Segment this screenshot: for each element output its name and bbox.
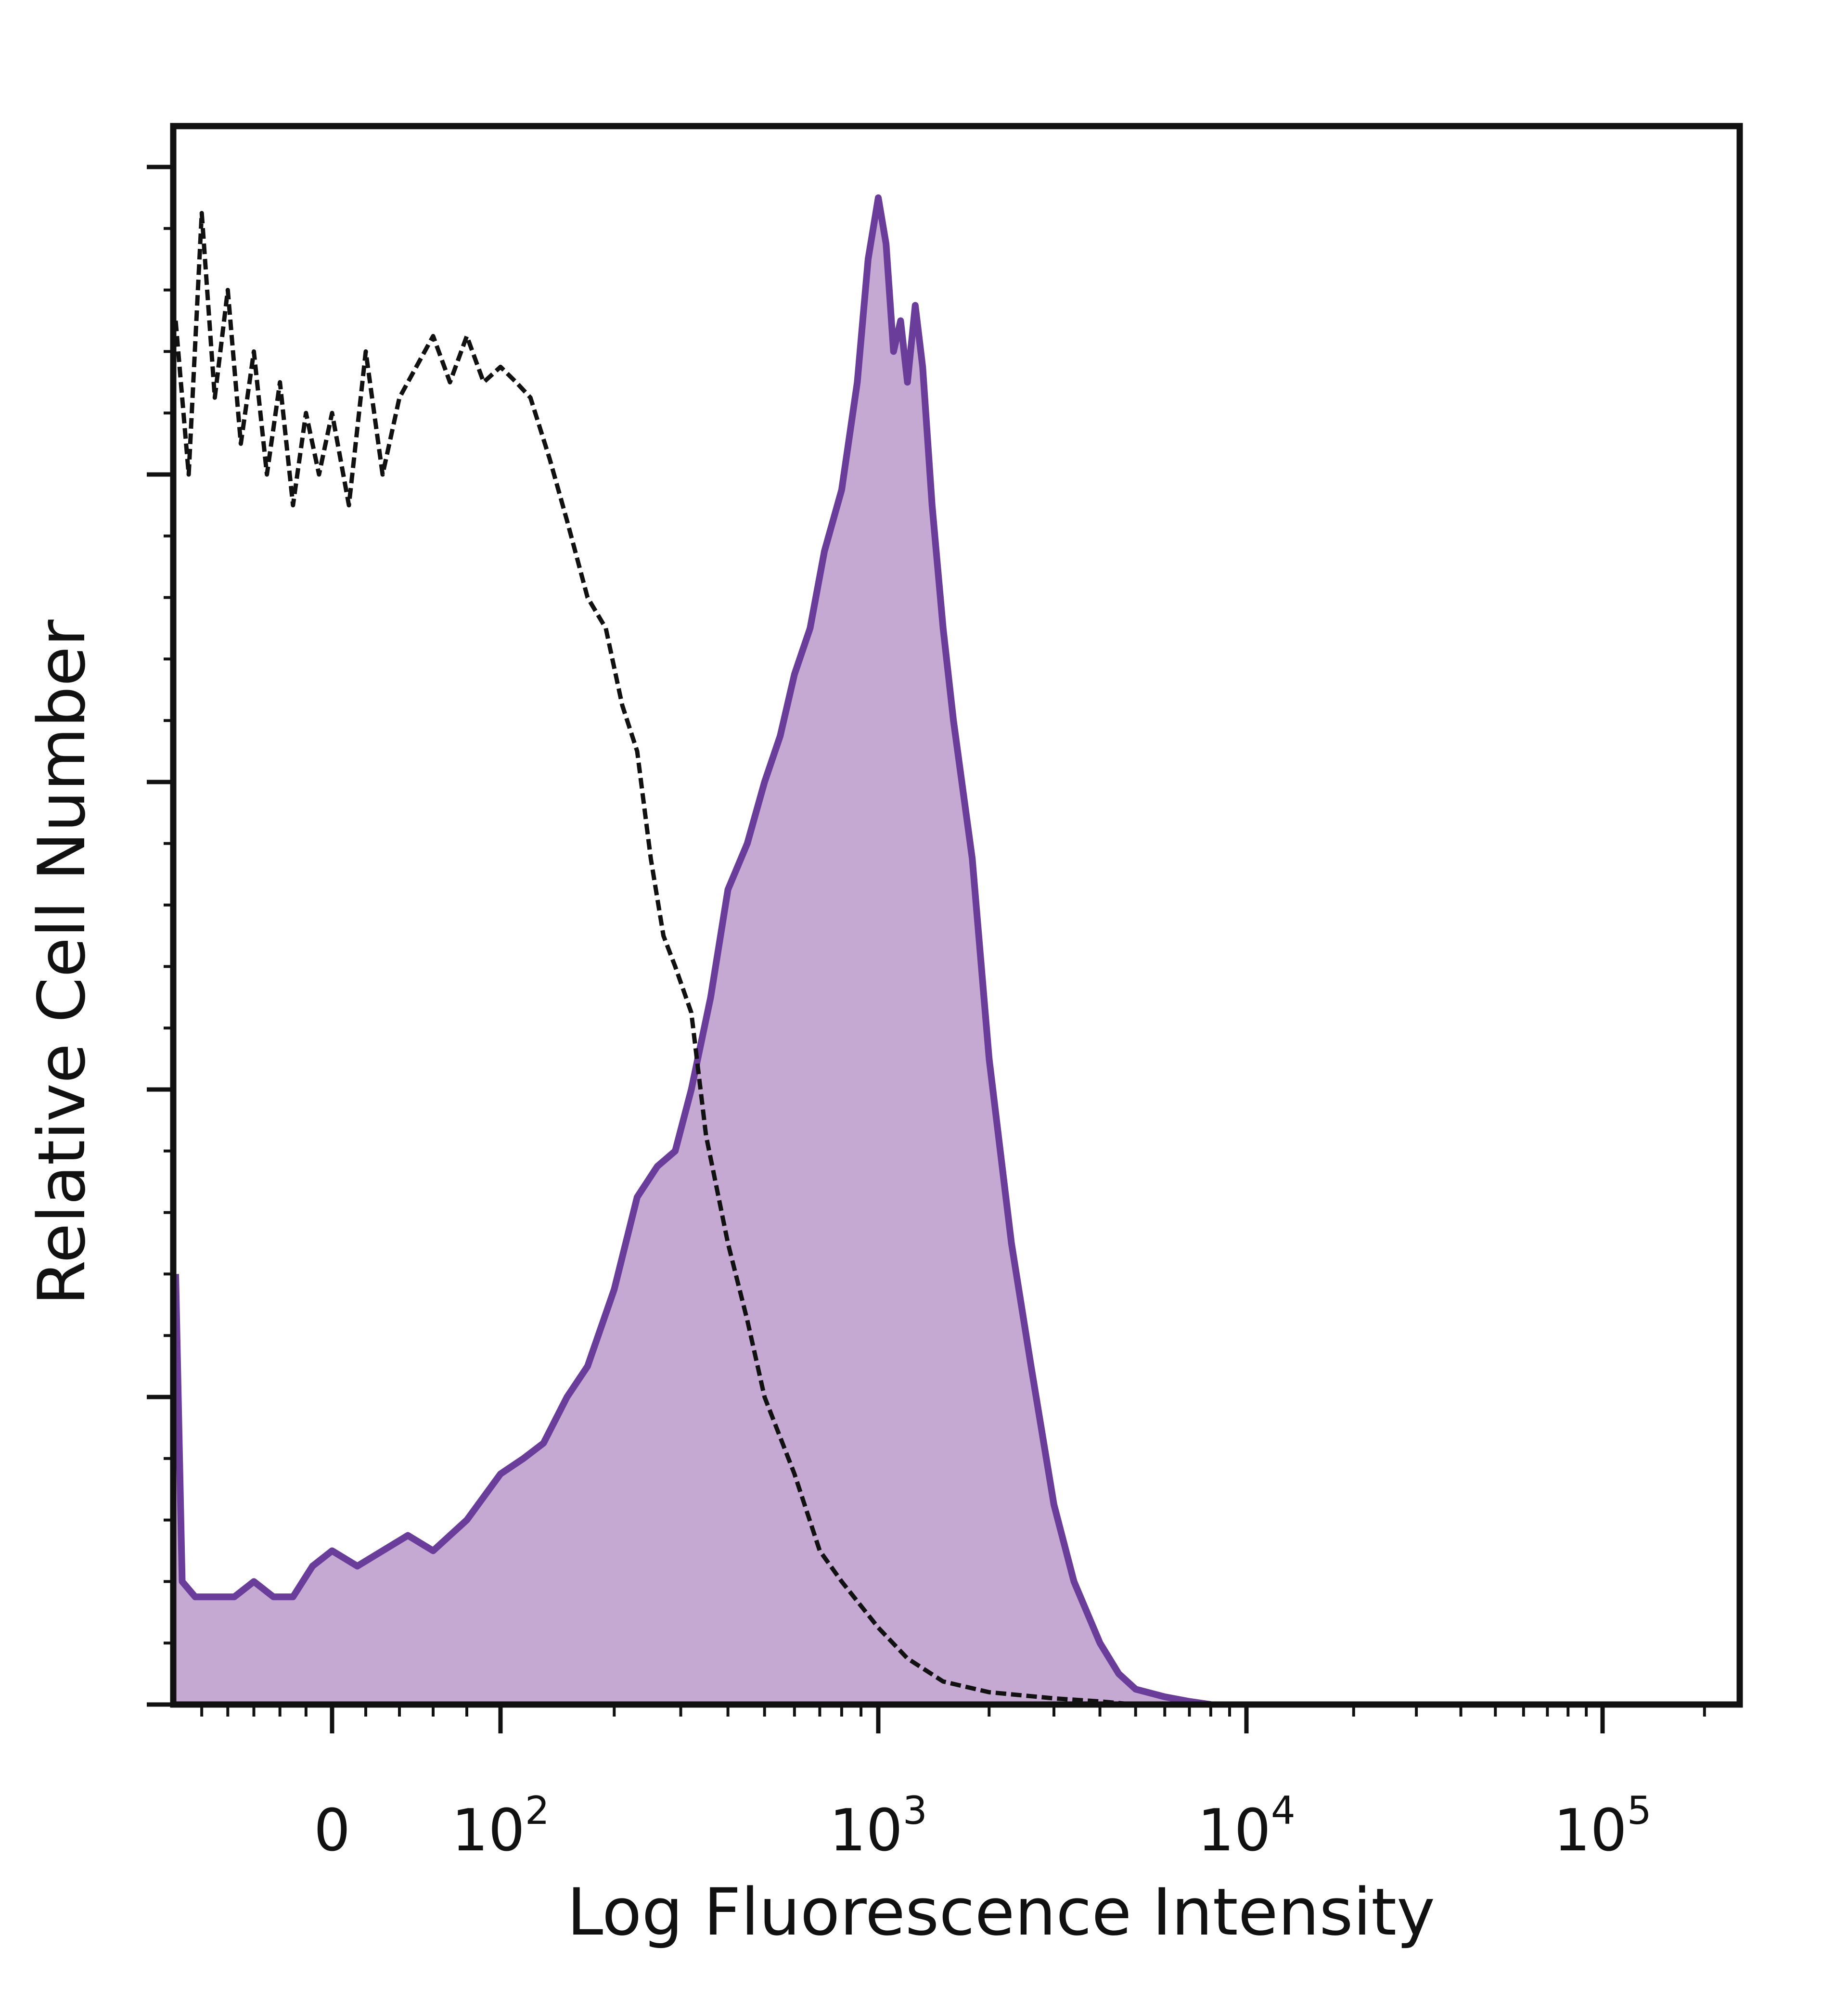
tick-labels-layer: 0 102 103 104 105: [314, 1788, 1652, 1864]
x-tick-label: 0: [314, 1797, 350, 1864]
x-tick-label: 103: [829, 1788, 927, 1864]
y-axis-title: Relative Cell Number: [24, 619, 100, 1305]
x-tick-label: 104: [1197, 1788, 1296, 1864]
x-tick-label: 102: [451, 1788, 550, 1864]
histogram-dashed-line-1: [173, 211, 1136, 1707]
x-axis-title: Log Fluorescence Intensity: [567, 1874, 1435, 1950]
x-tick-label: 105: [1553, 1788, 1652, 1864]
series-layer: [172, 194, 1211, 1708]
histogram-fill-0: [176, 197, 1211, 1705]
plot-frame: [170, 123, 1743, 1708]
histogram-outline-0: [172, 194, 1211, 1708]
ticks-layer: [147, 165, 1706, 1733]
